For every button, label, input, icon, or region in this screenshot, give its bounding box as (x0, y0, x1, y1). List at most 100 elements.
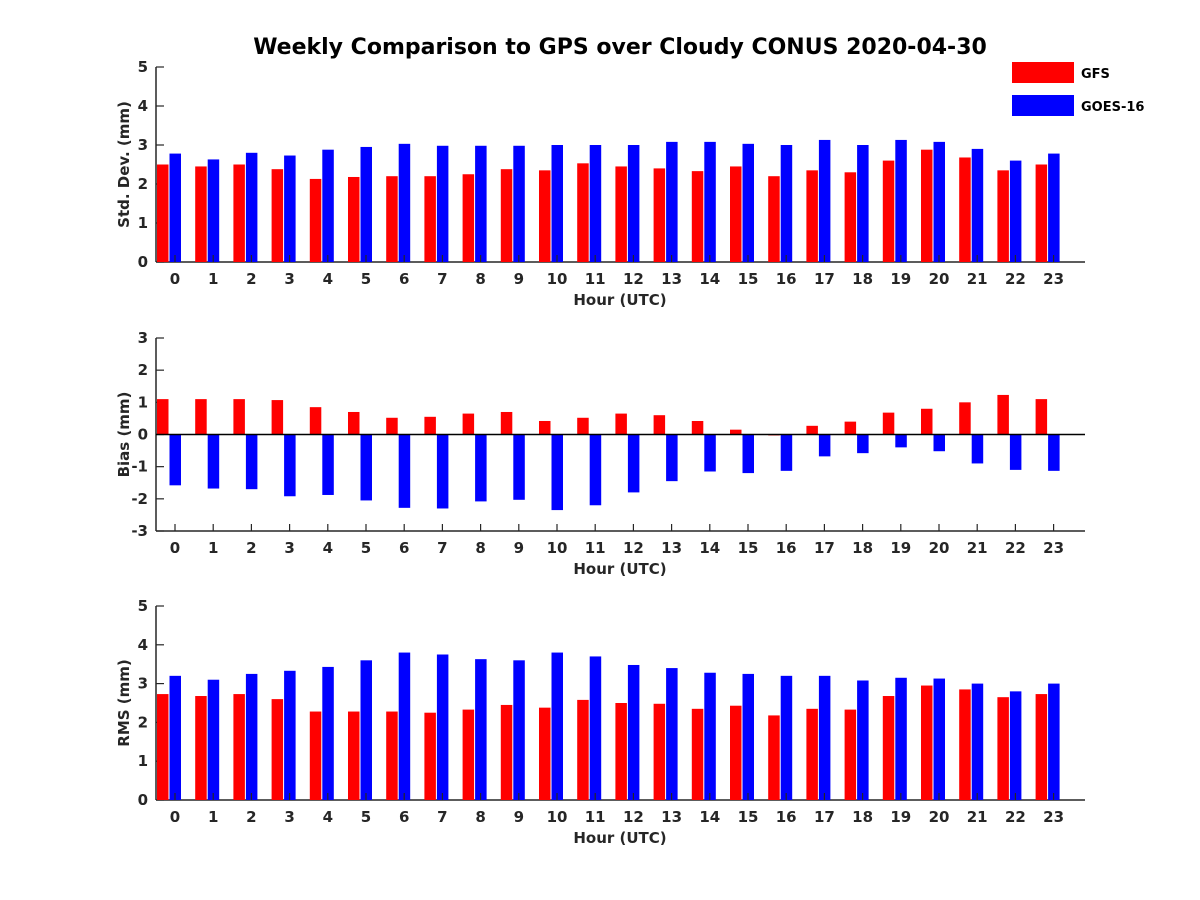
gfs-bar (882, 696, 895, 800)
x-tick-label: 21 (967, 270, 988, 288)
gfs-bar (424, 712, 436, 800)
goes16-bar (857, 145, 869, 262)
x-tick-label: 17 (814, 539, 835, 557)
gfs-bar (539, 170, 551, 262)
x-tick-label: 15 (738, 808, 759, 826)
gfs-bar (653, 703, 666, 800)
x-tick-label: 6 (399, 270, 409, 288)
goes16-bar (1048, 434, 1060, 471)
gfs-bar (691, 708, 704, 800)
gfs-bar (997, 170, 1009, 262)
gfs-bar (309, 407, 322, 435)
gfs-bar (348, 176, 360, 262)
x-tick-label: 11 (585, 808, 606, 826)
x-tick-label: 5 (361, 270, 371, 288)
gfs-bar (615, 166, 627, 262)
gfs-bar (271, 169, 284, 262)
goes16-bar (207, 434, 220, 489)
goes16-bar (169, 153, 181, 262)
gfs-bar (577, 699, 589, 800)
goes16-bar (971, 434, 984, 464)
goes16-bar (895, 677, 907, 800)
goes16-bar (589, 145, 602, 262)
goes16-bar (284, 155, 296, 262)
goes16-bar (857, 680, 869, 800)
gfs-bar (462, 709, 475, 800)
y-tick-label: 2 (138, 175, 148, 193)
y-tick-label: -2 (131, 490, 148, 508)
y-tick-label: -1 (131, 458, 148, 476)
x-tick-label: 11 (585, 270, 606, 288)
goes16-bar (971, 683, 984, 800)
x-tick-label: 2 (246, 808, 256, 826)
x-tick-label: 4 (323, 539, 333, 557)
legend: GFS GOES-16 (1012, 62, 1144, 116)
y-tick-label: -3 (131, 522, 148, 540)
goes16-bar (436, 434, 449, 509)
goes16-bar (895, 139, 907, 262)
y-tick-label: 3 (138, 329, 148, 347)
x-tick-label: 13 (661, 539, 682, 557)
goes16-bar (971, 148, 984, 262)
goes16-bar (857, 434, 869, 454)
gfs-bar (730, 166, 742, 262)
y-tick-label: 5 (138, 58, 148, 76)
gfs-bar (653, 415, 666, 435)
goes16-bar (475, 434, 487, 502)
x-tick-label: 17 (814, 808, 835, 826)
gfs-bar (233, 694, 245, 800)
gfs-bar (615, 413, 627, 435)
gfs-bar (768, 715, 780, 800)
legend-swatch-goes16 (1012, 95, 1074, 116)
x-tick-label: 7 (437, 270, 447, 288)
x-tick-label: 5 (361, 539, 371, 557)
x-tick-label: 10 (547, 539, 568, 557)
x-tick-label: 5 (361, 808, 371, 826)
gfs-bar (1035, 164, 1048, 262)
goes16-bar (1009, 691, 1022, 800)
goes16-bar (589, 656, 602, 800)
gfs-bar (691, 171, 704, 262)
gfs-bar (730, 429, 742, 435)
gfs-bar (921, 408, 933, 435)
gfs-bar (959, 157, 971, 262)
gfs-bar (500, 169, 513, 262)
goes16-bar (818, 434, 831, 457)
gfs-bar (959, 402, 971, 435)
x-tick-label: 4 (323, 808, 333, 826)
x-tick-label: 11 (585, 539, 606, 557)
x-tick-label: 14 (699, 539, 720, 557)
x-tick-label: 8 (475, 270, 485, 288)
x-tick-label: 21 (967, 808, 988, 826)
goes16-bar (551, 652, 563, 800)
x-tick-label: 12 (623, 270, 644, 288)
x-tick-label: 22 (1005, 808, 1026, 826)
goes16-bar (436, 145, 449, 262)
goes16-bar (284, 670, 296, 800)
x-tick-label: 16 (776, 539, 797, 557)
gfs-bar (386, 711, 398, 800)
gfs-bar (348, 711, 360, 800)
gfs-bar (539, 420, 551, 435)
y-tick-label: 3 (138, 675, 148, 693)
y-tick-label: 1 (138, 393, 148, 411)
gfs-bar (195, 399, 207, 435)
y-tick-label: 4 (138, 636, 148, 654)
goes16-bar (666, 434, 678, 482)
goes16-bar (742, 143, 754, 262)
x-tick-label: 12 (623, 539, 644, 557)
x-tick-label: 15 (738, 270, 759, 288)
chart-title: Weekly Comparison to GPS over Cloudy CON… (253, 35, 987, 60)
gfs-bar (309, 711, 322, 800)
goes16-bar (627, 434, 640, 493)
goes16-bar (1009, 434, 1022, 470)
goes16-bar (245, 673, 258, 800)
y-tick-label: 0 (138, 426, 148, 444)
goes16-bar (933, 141, 945, 262)
gfs-bar (806, 170, 818, 262)
x-tick-label: 12 (623, 808, 644, 826)
gfs-bar (424, 176, 436, 262)
x-axis-label: Hour (UTC) (573, 291, 666, 309)
